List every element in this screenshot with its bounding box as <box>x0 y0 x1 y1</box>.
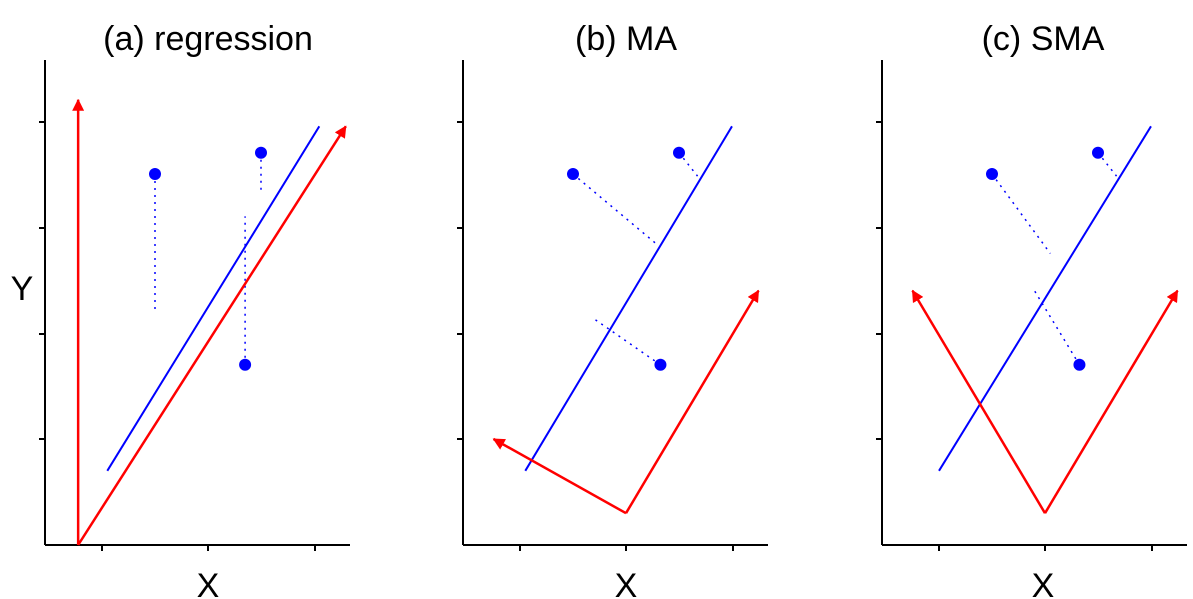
panel-title: (a) regression <box>103 20 313 58</box>
fit-line <box>938 125 1152 472</box>
data-point <box>654 358 667 371</box>
axis-arrow <box>624 289 760 514</box>
data-point <box>255 146 267 159</box>
panel-title: (b) MA <box>575 20 677 58</box>
fit-line <box>106 125 321 472</box>
x-axis-label: X <box>197 567 220 599</box>
fit-line-group <box>938 125 1152 472</box>
residual-lines <box>991 152 1118 366</box>
residual-line <box>991 173 1051 254</box>
residual-line <box>1097 152 1118 177</box>
axes <box>39 60 350 551</box>
residual-lines <box>572 152 699 366</box>
fit-line <box>524 125 733 472</box>
axis-arrow <box>1043 289 1179 514</box>
y-axis-label: Y <box>11 270 34 308</box>
axes <box>876 60 1187 551</box>
data-point <box>149 168 161 180</box>
panel-title: (c) SMA <box>982 20 1105 58</box>
axis-arrows <box>492 289 760 515</box>
data-point <box>986 168 998 180</box>
axes <box>457 60 768 551</box>
data-points <box>149 146 267 371</box>
data-point <box>1092 146 1104 159</box>
panel-ma: (b) MA X <box>457 20 768 599</box>
data-point <box>673 146 685 159</box>
residual-line <box>1033 290 1081 366</box>
data-point <box>1073 358 1086 371</box>
fit-line-group <box>524 125 733 472</box>
residual-line <box>591 316 661 366</box>
axis-arrow <box>492 437 627 515</box>
axis-arrow <box>77 125 347 546</box>
data-points <box>986 146 1104 371</box>
residual-line <box>572 173 656 244</box>
axis-arrows <box>911 289 1179 514</box>
axis-arrow <box>911 289 1047 514</box>
data-point <box>567 168 579 180</box>
fit-line-group <box>106 125 321 472</box>
x-axis-label: X <box>1032 567 1055 599</box>
residual-lines <box>154 152 262 365</box>
data-points <box>567 146 685 371</box>
residual-line <box>678 152 699 177</box>
panel-sma: (c) SMA X <box>876 20 1187 599</box>
data-point <box>239 358 252 371</box>
x-axis-label: X <box>615 567 638 599</box>
axis-arrows <box>72 98 347 546</box>
panel-regression: (a) regression X <box>39 20 350 599</box>
